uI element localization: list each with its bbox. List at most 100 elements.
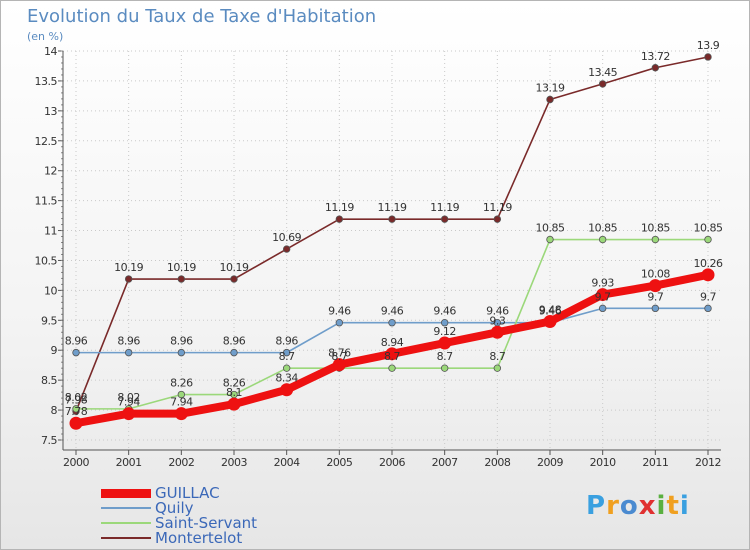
data-label-montertelot: 10.19 bbox=[167, 261, 196, 274]
data-label-quily: 9.46 bbox=[433, 305, 456, 318]
data-label-saint-servant: 8.7 bbox=[331, 350, 347, 363]
data-label-quily: 9.46 bbox=[381, 305, 404, 318]
data-label-quily: 9.7 bbox=[647, 290, 663, 303]
x-tick-label: 2008 bbox=[484, 456, 510, 469]
data-label-montertelot: 13.9 bbox=[697, 39, 720, 52]
data-label-montertelot: 11.19 bbox=[325, 201, 354, 214]
data-label-guillac: 8.1 bbox=[226, 386, 242, 399]
y-tick-label: 11 bbox=[44, 225, 57, 238]
x-tick-label: 2002 bbox=[168, 456, 194, 469]
data-point-montertelot bbox=[388, 215, 396, 223]
data-point-montertelot bbox=[177, 275, 186, 283]
data-point-guillac bbox=[122, 407, 136, 421]
y-tick-label: 8 bbox=[51, 404, 58, 417]
legend-swatch bbox=[101, 537, 151, 539]
legend-label: Montertelot bbox=[155, 529, 243, 547]
series-layer bbox=[69, 53, 715, 430]
x-tick-label: 2009 bbox=[537, 456, 563, 469]
data-label-quily: 9.7 bbox=[700, 290, 716, 303]
data-label-quily: 9.46 bbox=[539, 305, 562, 318]
data-label-montertelot: 7.98 bbox=[65, 393, 88, 406]
data-point-quily bbox=[124, 348, 133, 357]
x-tick-label: 2007 bbox=[432, 456, 458, 469]
data-point-saint-servant bbox=[72, 405, 80, 413]
unit-label: (en %) bbox=[27, 30, 64, 43]
data-label-montertelot: 13.72 bbox=[641, 50, 670, 63]
data-point-saint-servant bbox=[388, 364, 396, 372]
data-point-quily bbox=[335, 319, 344, 327]
grid bbox=[63, 50, 721, 450]
data-label-montertelot: 13.45 bbox=[588, 66, 617, 79]
data-label-guillac: 10.08 bbox=[641, 268, 670, 281]
data-point-montertelot bbox=[230, 275, 238, 283]
data-label-montertelot: 13.19 bbox=[536, 81, 565, 94]
data-label-guillac: 9.3 bbox=[489, 314, 505, 327]
logo-letter: i bbox=[656, 491, 667, 521]
x-tick-label: 2004 bbox=[274, 456, 300, 469]
data-point-quily bbox=[230, 348, 238, 357]
x-tick-label: 2000 bbox=[63, 456, 89, 469]
data-point-guillac bbox=[701, 268, 715, 282]
y-tick-label: 10.5 bbox=[35, 254, 58, 267]
legend-swatch bbox=[101, 522, 151, 524]
data-label-montertelot: 11.19 bbox=[430, 201, 459, 214]
data-label-montertelot: 11.19 bbox=[483, 201, 512, 214]
data-label-quily: 8.96 bbox=[65, 335, 88, 348]
data-label-guillac: 10.26 bbox=[694, 257, 723, 270]
y-tick-label: 13.5 bbox=[35, 75, 58, 88]
data-label-montertelot: 10.69 bbox=[272, 231, 301, 244]
legend-label: Quily bbox=[155, 499, 194, 517]
x-tick-label: 2005 bbox=[326, 456, 352, 469]
data-point-saint-servant bbox=[651, 235, 660, 244]
x-tick-label: 2011 bbox=[642, 456, 668, 469]
data-point-saint-servant bbox=[440, 364, 449, 372]
legend-label: Saint-Servant bbox=[155, 514, 258, 532]
y-tick-label: 13 bbox=[44, 105, 57, 118]
y-tick-label: 10 bbox=[44, 284, 57, 297]
logo-letter: x bbox=[638, 491, 657, 521]
data-label-quily: 9.7 bbox=[595, 290, 611, 303]
logo-letter: i bbox=[679, 491, 690, 521]
data-label-saint-servant: 8.7 bbox=[437, 350, 453, 363]
data-point-saint-servant bbox=[546, 235, 554, 244]
data-label-guillac: 9.93 bbox=[591, 277, 614, 290]
data-label-guillac: 8.94 bbox=[381, 336, 404, 349]
y-tick-label: 12.5 bbox=[35, 135, 58, 148]
data-label-guillac: 7.94 bbox=[170, 396, 193, 409]
proxiti-logo: Proxiti bbox=[586, 491, 690, 521]
data-point-montertelot bbox=[440, 215, 449, 223]
data-label-saint-servant: 8.02 bbox=[117, 391, 140, 404]
data-point-saint-servant bbox=[704, 235, 712, 244]
data-point-guillac bbox=[227, 397, 241, 411]
data-label-quily: 8.96 bbox=[223, 335, 246, 348]
data-label-saint-servant: 10.85 bbox=[694, 222, 723, 235]
data-point-saint-servant bbox=[598, 235, 607, 244]
data-label-guillac: 9.12 bbox=[433, 325, 456, 338]
data-point-quily bbox=[72, 348, 80, 357]
data-label-guillac: 9.48 bbox=[539, 304, 562, 317]
y-tick-label: 9.5 bbox=[41, 314, 57, 327]
data-point-guillac bbox=[648, 279, 662, 293]
logo-letter: r bbox=[606, 491, 620, 521]
data-point-montertelot bbox=[598, 80, 607, 88]
data-label-quily: 8.96 bbox=[117, 335, 140, 348]
logo-letter: P bbox=[586, 491, 607, 521]
data-point-guillac bbox=[490, 325, 504, 339]
data-label-saint-servant: 10.85 bbox=[641, 222, 670, 235]
x-tick-label: 2001 bbox=[116, 456, 142, 469]
data-labels: 7.98 10.19 10.19 10.19 10.69 11.19 11.19 11.19 1… bbox=[65, 39, 724, 418]
data-label-quily: 8.96 bbox=[275, 335, 298, 348]
data-point-saint-servant bbox=[493, 364, 502, 372]
y-tick-label: 12 bbox=[44, 165, 57, 178]
logo-letter: o bbox=[619, 491, 639, 521]
data-point-quily bbox=[282, 348, 291, 357]
data-point-montertelot bbox=[493, 215, 502, 223]
y-tick-label: 8.5 bbox=[41, 374, 57, 387]
data-point-guillac bbox=[385, 347, 399, 361]
data-label-saint-servant: 8.26 bbox=[170, 377, 193, 390]
data-point-montertelot bbox=[546, 95, 554, 104]
y-tick-label: 11.5 bbox=[35, 195, 58, 208]
x-tick-label: 2006 bbox=[379, 456, 405, 469]
